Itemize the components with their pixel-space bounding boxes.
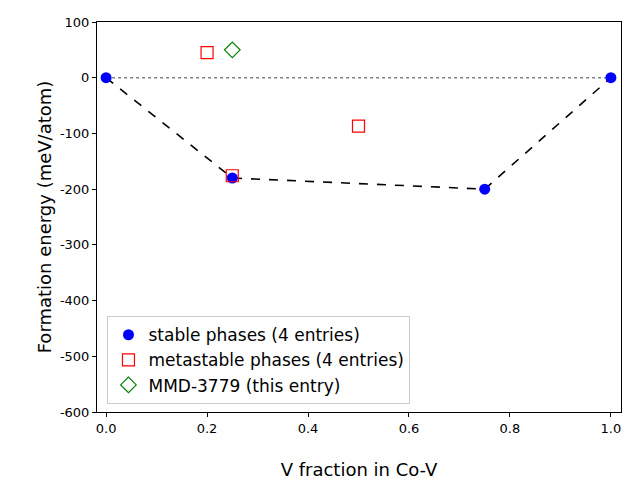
svg-text:metastable phases (4 entries): metastable phases (4 entries) (148, 350, 403, 370)
svg-text:Formation energy (meV/atom): Formation energy (meV/atom) (34, 81, 55, 354)
svg-text:-200: -200 (60, 182, 90, 197)
svg-text:0.4: 0.4 (298, 421, 319, 436)
svg-text:stable phases (4 entries): stable phases (4 entries) (148, 325, 359, 345)
svg-text:0.8: 0.8 (500, 421, 521, 436)
svg-text:0: 0 (81, 70, 89, 85)
svg-text:0.6: 0.6 (399, 421, 420, 436)
svg-text:-500: -500 (60, 349, 90, 364)
svg-text:-100: -100 (60, 126, 90, 141)
svg-text:-600: -600 (60, 405, 90, 420)
svg-text:-400: -400 (60, 293, 90, 308)
svg-text:-300: -300 (60, 237, 90, 252)
svg-text:V fraction in Co-V: V fraction in Co-V (281, 459, 438, 480)
svg-text:1.0: 1.0 (601, 421, 622, 436)
svg-text:100: 100 (65, 15, 90, 30)
svg-text:0.0: 0.0 (96, 421, 117, 436)
svg-text:MMD-3779 (this entry): MMD-3779 (this entry) (148, 376, 340, 396)
svg-text:0.2: 0.2 (197, 421, 218, 436)
